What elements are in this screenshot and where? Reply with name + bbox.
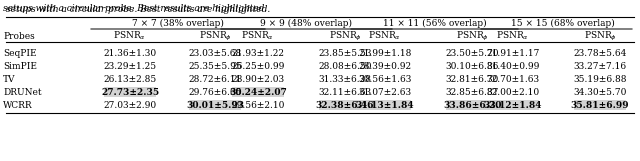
Text: SimPIE: SimPIE	[3, 62, 37, 71]
Text: Probes: Probes	[3, 32, 35, 41]
Text: 28.72±6.11: 28.72±6.11	[188, 75, 242, 84]
Text: PSNR$_\phi$: PSNR$_\phi$	[328, 29, 362, 43]
Text: 35.81±6.99: 35.81±6.99	[571, 100, 629, 109]
Text: PSNR$_\phi$: PSNR$_\phi$	[198, 29, 232, 43]
Text: 32.85±6.87: 32.85±6.87	[445, 87, 499, 96]
Text: 23.78±5.64: 23.78±5.64	[573, 48, 627, 57]
Text: 33.12±1.84: 33.12±1.84	[484, 100, 542, 109]
Text: PSNR$_\alpha$: PSNR$_\alpha$	[113, 30, 147, 42]
Text: 23.29±1.25: 23.29±1.25	[104, 62, 157, 71]
Text: 9 × 9 (48% overlap): 9 × 9 (48% overlap)	[260, 19, 352, 28]
Text: 21.99±1.18: 21.99±1.18	[358, 48, 412, 57]
Text: setups with a circular probe. Best results are highlighted.: setups with a circular probe. Best resul…	[3, 4, 268, 13]
Text: 34.30±5.70: 34.30±5.70	[573, 87, 627, 96]
FancyBboxPatch shape	[446, 100, 498, 110]
Text: 23.50±5.70: 23.50±5.70	[445, 48, 499, 57]
FancyBboxPatch shape	[487, 100, 539, 110]
Text: WCRR: WCRR	[3, 100, 33, 109]
FancyBboxPatch shape	[319, 100, 371, 110]
Text: PSNR$_\alpha$: PSNR$_\alpha$	[241, 30, 275, 42]
Text: 33.86±6.20: 33.86±6.20	[443, 100, 501, 109]
Text: 33.27±7.16: 33.27±7.16	[573, 62, 627, 71]
Text: 32.38±6.46: 32.38±6.46	[316, 100, 374, 109]
Text: 31.13±1.84: 31.13±1.84	[356, 100, 414, 109]
Text: 32.11±6.63: 32.11±6.63	[319, 87, 372, 96]
Text: 28.90±2.03: 28.90±2.03	[232, 75, 285, 84]
Text: 30.24±2.07: 30.24±2.07	[229, 87, 287, 96]
Text: 23.85±5.53: 23.85±5.53	[318, 48, 372, 57]
Text: 26.25±0.99: 26.25±0.99	[231, 62, 285, 71]
Text: SeqPIE: SeqPIE	[3, 48, 36, 57]
Text: 29.76±6.65: 29.76±6.65	[188, 87, 242, 96]
Text: 31.40±0.99: 31.40±0.99	[486, 62, 540, 71]
Text: 32.81±6.70: 32.81±6.70	[445, 75, 499, 84]
Text: 15 × 15 (68% overlap): 15 × 15 (68% overlap)	[511, 19, 615, 28]
Text: 7 × 7 (38% overlap): 7 × 7 (38% overlap)	[132, 19, 224, 28]
Text: 31.07±2.63: 31.07±2.63	[358, 87, 412, 96]
Text: 26.13±2.85: 26.13±2.85	[104, 75, 157, 84]
Text: 11 × 11 (56% overlap): 11 × 11 (56% overlap)	[383, 19, 487, 28]
Text: PSNR$_\phi$: PSNR$_\phi$	[584, 29, 616, 43]
Text: 21.91±1.17: 21.91±1.17	[486, 48, 540, 57]
Text: 29.56±2.10: 29.56±2.10	[231, 100, 285, 109]
FancyBboxPatch shape	[104, 87, 156, 97]
Text: 23.03±5.68: 23.03±5.68	[188, 48, 242, 57]
Text: setups with a circular probe. Best results are highlighted.: setups with a circular probe. Best resul…	[6, 5, 271, 14]
Text: PSNR$_\phi$: PSNR$_\phi$	[456, 29, 488, 43]
Text: 30.10±6.86: 30.10±6.86	[445, 62, 499, 71]
Text: 32.00±2.10: 32.00±2.10	[486, 87, 540, 96]
Text: TV: TV	[3, 75, 15, 84]
Text: DRUNet: DRUNet	[3, 87, 42, 96]
Text: PSNR$_\alpha$: PSNR$_\alpha$	[369, 30, 401, 42]
Text: 28.39±0.92: 28.39±0.92	[358, 62, 412, 71]
Text: 35.19±6.88: 35.19±6.88	[573, 75, 627, 84]
Text: 31.33±6.28: 31.33±6.28	[319, 75, 371, 84]
Text: 21.93±1.22: 21.93±1.22	[232, 48, 285, 57]
Text: 30.56±1.63: 30.56±1.63	[358, 75, 412, 84]
Text: PSNR$_\alpha$: PSNR$_\alpha$	[497, 30, 529, 42]
FancyBboxPatch shape	[189, 100, 241, 110]
FancyBboxPatch shape	[232, 87, 284, 97]
Text: 27.03±2.90: 27.03±2.90	[104, 100, 157, 109]
Text: 25.35±5.95: 25.35±5.95	[188, 62, 242, 71]
Text: 28.08±6.50: 28.08±6.50	[318, 62, 372, 71]
Text: 21.36±1.30: 21.36±1.30	[104, 48, 157, 57]
FancyBboxPatch shape	[359, 100, 411, 110]
Text: 32.70±1.63: 32.70±1.63	[486, 75, 540, 84]
Text: 27.73±2.35: 27.73±2.35	[101, 87, 159, 96]
FancyBboxPatch shape	[574, 100, 626, 110]
Text: 30.01±5.93: 30.01±5.93	[186, 100, 244, 109]
